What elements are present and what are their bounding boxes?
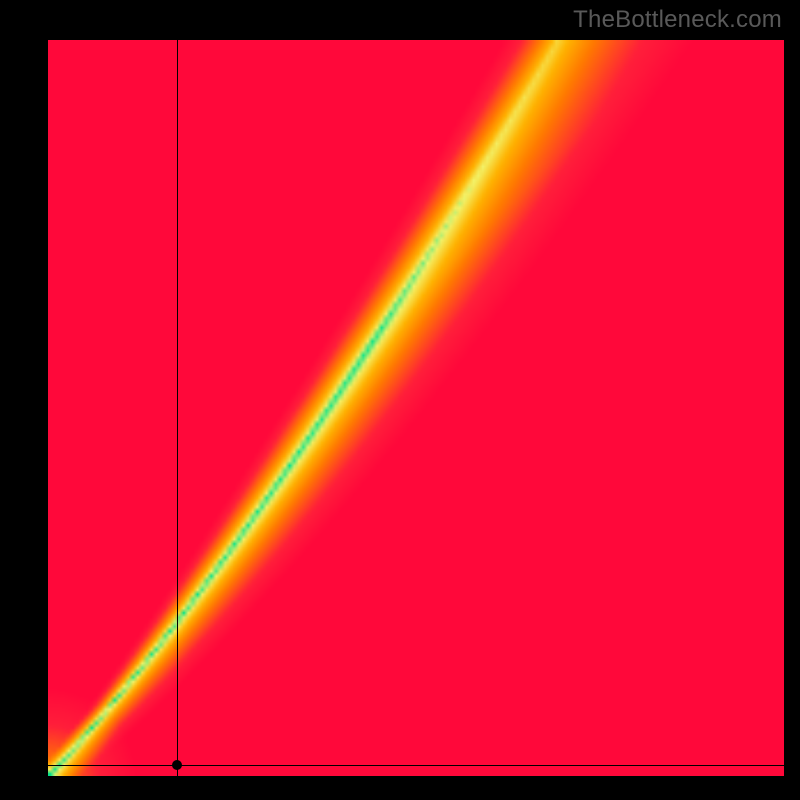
plot-area: [48, 40, 784, 776]
crosshair-vertical: [177, 40, 178, 776]
chart-container: TheBottleneck.com: [0, 0, 800, 800]
heatmap-canvas: [48, 40, 784, 776]
crosshair-marker: [172, 760, 182, 770]
crosshair-horizontal: [48, 765, 784, 766]
watermark-label: TheBottleneck.com: [573, 6, 782, 34]
